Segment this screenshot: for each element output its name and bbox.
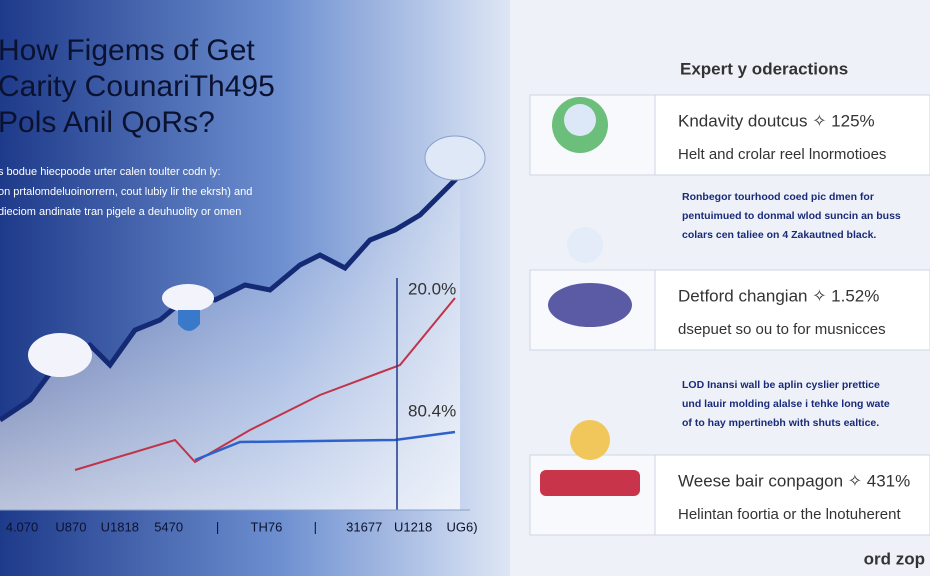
area xyxy=(0,175,460,510)
x-label: TH76 xyxy=(251,519,283,534)
note-line: of to hay mpertinebh with shuts ealtice. xyxy=(682,417,879,429)
intro-line: dieciom andinate tran pigele a deuhuolit… xyxy=(0,206,241,218)
x-label: | xyxy=(216,519,219,534)
x-label: U870 xyxy=(55,519,86,534)
note-line: LOD Inansi wall be aplin cyslier prettic… xyxy=(682,379,880,391)
x-label: U1818 xyxy=(101,519,139,534)
intro-line: on prtalomdeluoinorrern, cout lubiy lir … xyxy=(0,186,252,198)
x-label: U1218 xyxy=(394,519,432,534)
x-label: | xyxy=(314,519,317,534)
annotation: 80.4% xyxy=(408,401,456,420)
cup-icon xyxy=(424,135,486,181)
cloud-icon xyxy=(28,333,92,377)
x-label: 5470 xyxy=(154,519,183,534)
x-label: 31677 xyxy=(346,519,382,534)
shield-icon xyxy=(178,310,200,331)
card-text: Helt and crolar reel lnormotioes xyxy=(678,146,886,163)
card-title: Weese bair conpagon ✧ 431% xyxy=(678,471,910,490)
card-title: Detford changian ✧ 1.52% xyxy=(678,286,879,305)
card-text: Helintan foortia or the lnotuherent xyxy=(678,506,901,523)
x-label: 4.070 xyxy=(6,519,39,534)
x-label: UG6) xyxy=(446,519,477,534)
icons xyxy=(529,94,930,536)
blue-line xyxy=(194,430,456,462)
trend-line xyxy=(0,173,462,423)
panel-heading: Expert y oderactions xyxy=(680,59,848,78)
title-line: How Figems of Get xyxy=(0,34,255,67)
card-text: dsepuet so ou to for musnicces xyxy=(678,321,886,338)
note-line: und lauir molding alalse i tehke long wa… xyxy=(682,398,890,410)
note-line: Ronbegor tourhood coed pic dmen for xyxy=(682,191,874,203)
note-line: colars cen taliee on 4 Zakautned black. xyxy=(682,229,876,241)
brand: ord zop xyxy=(864,549,925,568)
title-line: Carity CounariTh495 xyxy=(0,70,275,103)
cloud-icon xyxy=(162,284,214,312)
title-line: Pols Anil QoRs? xyxy=(0,106,215,139)
red-line xyxy=(74,297,456,471)
annotation: 20.0% xyxy=(408,279,456,298)
intro-line: s bodue hiecpoode urter calen toulter co… xyxy=(0,166,221,178)
note-line: pentuimued to donmal wlod suncin an buss xyxy=(682,210,901,222)
card-title: Kndavity doutcus ✧ 125% xyxy=(678,111,875,130)
